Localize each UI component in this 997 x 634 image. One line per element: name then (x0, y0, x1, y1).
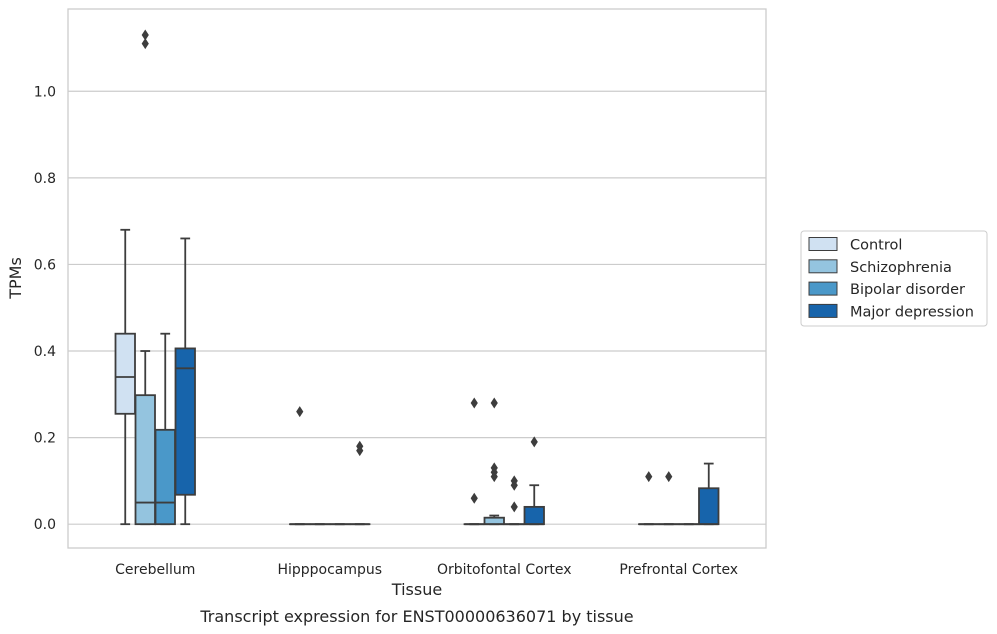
outlier-point (510, 501, 518, 513)
box-body (174, 347, 196, 496)
box-group (349, 440, 371, 526)
legend-frame (800, 230, 988, 327)
box-group (174, 237, 196, 526)
outlier-point (490, 471, 498, 483)
outlier-point (510, 479, 518, 491)
box-group (638, 471, 660, 526)
y-tick-label: 0.4 (34, 344, 56, 360)
x-axis-label: Tissue (391, 580, 442, 599)
box-body (134, 394, 156, 526)
outlier-point (141, 29, 149, 41)
box-group (483, 397, 505, 526)
box-group (503, 475, 525, 526)
legend-swatch (808, 303, 838, 318)
x-tick-label: Hipppocampus (277, 562, 382, 578)
box-group (114, 228, 136, 526)
outlier-point (530, 436, 538, 448)
box-group (134, 29, 156, 526)
box-group (698, 462, 720, 526)
box-group (463, 397, 485, 526)
legend-label: Bipolar disorder (850, 282, 965, 298)
y-tick-label: 0.0 (34, 517, 56, 533)
outlier-point (470, 397, 478, 409)
legend-label: Schizophrenia (850, 260, 952, 276)
y-axis-label: TPMs (6, 257, 25, 300)
y-tick-label: 1.0 (34, 84, 56, 100)
box-group (154, 332, 176, 526)
y-tick-label: 0.2 (34, 431, 56, 447)
legend-label: Control (850, 238, 902, 254)
box-series (114, 29, 720, 526)
y-tick-label: 0.8 (34, 171, 56, 187)
legend-swatch (808, 237, 838, 251)
x-tick-label: Cerebellum (115, 562, 195, 578)
x-tick-label: Orbitofontal Cortex (437, 562, 572, 578)
box-body (698, 487, 720, 526)
legend-swatch (808, 259, 838, 274)
plot-area-frame (67, 8, 767, 549)
box-body (114, 332, 136, 415)
legend-swatch (808, 281, 838, 296)
outlier-point (141, 38, 149, 50)
box-body (154, 428, 176, 526)
box-body (523, 505, 545, 526)
outlier-point (356, 445, 364, 457)
y-tick-label: 0.6 (34, 257, 56, 273)
box-group (658, 471, 680, 526)
box-group (523, 436, 545, 526)
box-group (289, 406, 311, 526)
legend-label: Major depression (850, 304, 974, 320)
figure-caption: Transcript expression for ENST0000063607… (199, 607, 633, 626)
x-tick-labels: Cerebellum Hipppocampus Orbitofontal Corte… (115, 562, 738, 578)
box-body (483, 516, 505, 526)
y-tick-labels: 0.0 0.2 0.4 0.6 0.8 1.0 (34, 84, 56, 533)
outlier-point (665, 471, 673, 483)
outlier-point (490, 397, 498, 409)
outlier-point (296, 406, 304, 418)
outlier-point (470, 492, 478, 504)
x-tick-label: Prefrontal Cortex (619, 562, 738, 578)
outlier-point (645, 471, 653, 483)
legend: Control Schizophrenia Bipolar disorder Majo… (800, 230, 988, 327)
